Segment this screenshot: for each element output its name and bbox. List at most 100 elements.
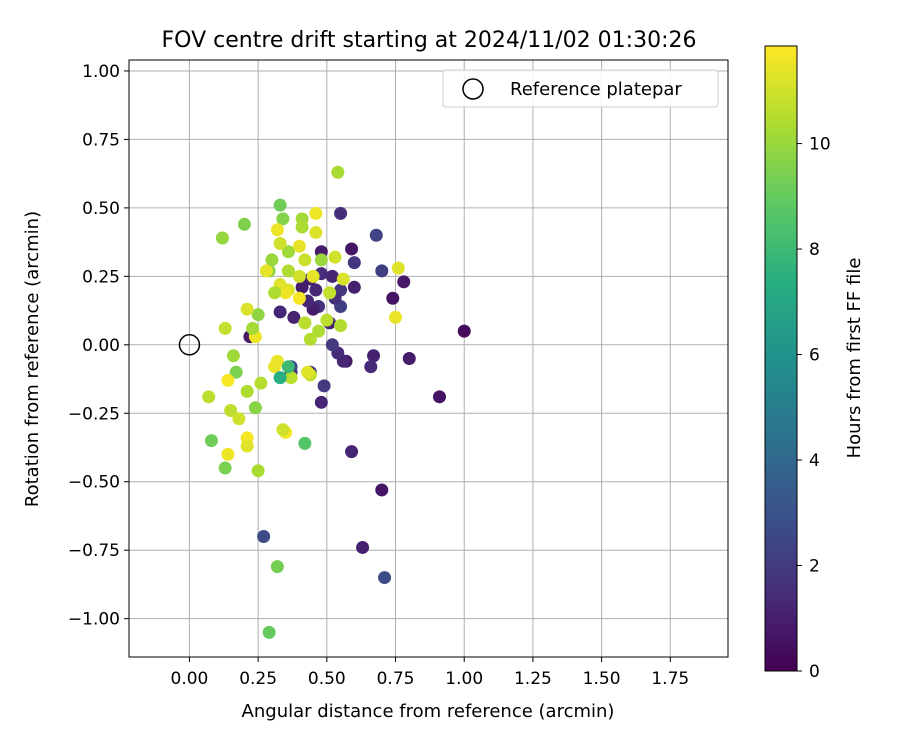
data-point xyxy=(303,332,317,346)
colorbar-tick-label: 0 xyxy=(809,662,820,682)
data-point xyxy=(254,376,268,390)
data-point xyxy=(457,324,471,338)
colorbar-tick-label: 6 xyxy=(809,346,820,366)
data-point xyxy=(221,447,235,461)
data-point xyxy=(397,275,411,289)
data-point xyxy=(391,261,405,275)
data-point xyxy=(389,310,403,324)
data-point xyxy=(248,401,262,415)
data-point xyxy=(298,436,312,450)
data-point xyxy=(251,464,265,478)
data-point xyxy=(292,269,306,283)
y-tick-label: −1.00 xyxy=(68,610,120,630)
data-point xyxy=(317,379,331,393)
grid-lines xyxy=(129,60,728,657)
data-point xyxy=(295,280,309,294)
data-point xyxy=(432,390,446,404)
x-axis-label: Angular distance from reference (arcmin) xyxy=(242,701,615,722)
data-point xyxy=(259,264,273,278)
data-point xyxy=(328,250,342,264)
colorbar-ticks: 0 2 4 6 8 10 xyxy=(797,135,831,682)
x-tick-label: 0.50 xyxy=(308,669,346,689)
data-point xyxy=(251,308,265,322)
data-point xyxy=(224,404,238,418)
data-point xyxy=(386,291,400,305)
y-tick-label: 0.25 xyxy=(82,267,120,287)
colorbar-tick-label: 10 xyxy=(809,135,831,155)
data-point xyxy=(281,360,295,374)
data-point xyxy=(218,461,232,475)
data-point xyxy=(273,371,287,385)
data-point xyxy=(240,384,254,398)
data-point xyxy=(369,228,383,242)
y-tick-label: 0.50 xyxy=(82,199,120,219)
data-point xyxy=(237,217,251,231)
data-point xyxy=(378,571,392,585)
data-point xyxy=(226,349,240,363)
x-tick-label: 1.00 xyxy=(445,669,483,689)
x-tick-label: 1.50 xyxy=(583,669,621,689)
data-point xyxy=(265,253,279,267)
x-axis-ticks: 0.00 0.25 0.50 0.75 1.00 1.25 1.50 1.75 xyxy=(171,657,689,689)
data-point xyxy=(336,272,350,286)
y-axis-label: Rotation from reference (arcmin) xyxy=(22,211,43,507)
data-point xyxy=(325,269,339,283)
colorbar-label: Hours from first FF file xyxy=(844,258,865,459)
data-point xyxy=(268,286,282,300)
data-point xyxy=(276,423,290,437)
y-axis-ticks: −1.00 −0.75 −0.50 −0.25 0.00 0.25 0.50 0.75 1.00 xyxy=(68,62,129,630)
data-point xyxy=(347,256,361,270)
data-point xyxy=(367,349,381,363)
data-point xyxy=(298,253,312,267)
data-point xyxy=(240,302,254,316)
data-point xyxy=(287,310,301,324)
data-point xyxy=(402,352,416,365)
data-point xyxy=(314,395,328,409)
x-tick-label: 0.25 xyxy=(239,669,277,689)
y-tick-label: 0.00 xyxy=(82,336,120,356)
data-point xyxy=(306,269,320,283)
data-point xyxy=(334,319,348,333)
data-point xyxy=(325,338,339,352)
colorbar-tick-label: 2 xyxy=(809,557,820,577)
data-point xyxy=(364,360,378,374)
data-point xyxy=(345,445,359,459)
data-point xyxy=(276,212,290,226)
data-point xyxy=(356,540,370,554)
plot-frame xyxy=(128,59,729,658)
data-point xyxy=(309,206,323,220)
legend-label-reference: Reference platepar xyxy=(510,79,682,100)
y-tick-label: 1.00 xyxy=(82,62,120,82)
data-point xyxy=(292,239,306,253)
data-point xyxy=(229,365,243,379)
colorbar: 0 2 4 6 8 10 Hours from first FF file xyxy=(764,45,865,682)
data-point xyxy=(273,236,287,250)
data-point xyxy=(204,434,218,448)
x-tick-label: 1.75 xyxy=(651,669,689,689)
data-point xyxy=(292,291,306,305)
data-point xyxy=(257,530,271,544)
y-tick-label: −0.25 xyxy=(68,404,120,424)
legend: Reference platepar xyxy=(442,69,719,108)
x-tick-label: 0.75 xyxy=(377,669,415,689)
data-point xyxy=(301,365,315,379)
data-point xyxy=(298,316,312,330)
data-point xyxy=(215,231,229,245)
y-tick-label: 0.75 xyxy=(82,130,120,150)
data-point xyxy=(232,412,246,426)
data-point xyxy=(281,245,295,259)
colorbar-tick-label: 4 xyxy=(809,451,820,471)
data-point xyxy=(312,324,326,338)
data-point xyxy=(270,560,284,574)
data-point xyxy=(375,264,389,278)
data-point xyxy=(273,305,287,319)
data-point xyxy=(334,206,348,220)
data-point xyxy=(284,371,298,385)
y-tick-label: −0.50 xyxy=(68,473,120,493)
legend-marker-reference xyxy=(462,78,484,100)
colorbar-tick-label: 8 xyxy=(809,240,820,260)
data-point xyxy=(246,321,260,335)
data-point xyxy=(375,483,389,497)
data-point xyxy=(273,198,287,212)
